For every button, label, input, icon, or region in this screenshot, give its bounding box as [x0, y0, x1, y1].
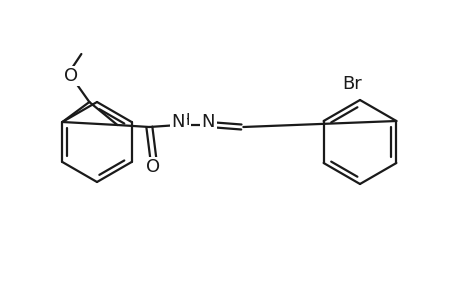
Text: Br: Br [341, 75, 361, 93]
Text: O: O [64, 67, 78, 85]
Text: N: N [201, 113, 215, 131]
Text: N: N [171, 113, 185, 131]
Text: O: O [146, 158, 160, 176]
Text: H: H [178, 112, 190, 128]
